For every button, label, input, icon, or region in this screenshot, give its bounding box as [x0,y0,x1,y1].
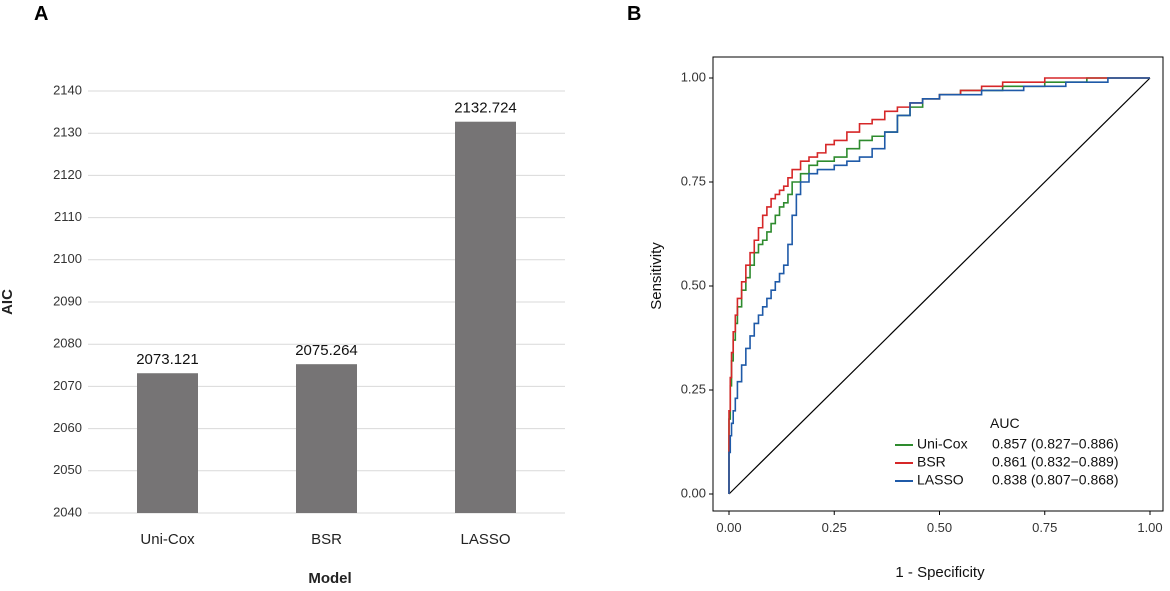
panel-b-y-tick-label: 0.25 [681,381,706,396]
panel-a-y-tick-label: 2120 [53,167,82,182]
panel-a-y-tick-label: 2100 [53,251,82,266]
panel-a-bar-value-label: 2073.121 [136,351,199,368]
panel-a-bar [455,121,516,514]
panel-a-y-tick-label: 2140 [53,82,82,97]
panel-b-x-axis-title: 1 - Specificity [895,564,985,581]
panel-b-x-ticks: 0.00 0.25 0.50 0.75 1.00 [716,511,1163,535]
panel-b-legend-auc: 0.861 (0.832−0.889) [992,454,1119,470]
panel-a-y-axis-title: AIC [0,289,16,315]
panel-b-y-tick-label: 0.00 [681,485,706,500]
panel-b-y-tick-label: 0.50 [681,277,706,292]
panel-a-category-label: LASSO [460,531,510,548]
panel-a-categories: Uni-Cox BSR LASSO [140,531,510,548]
panel-b-x-tick-label: 0.75 [1032,520,1057,535]
panel-a-y-ticks: 2040 2050 2060 2070 2080 2090 2100 2110 2120 2130… [53,82,82,519]
panel-b-roc-line-lasso [728,77,1150,494]
panel-b-y-axis-title: Sensitivity [648,242,665,310]
panel-b-x-tick-label: 0.25 [822,520,847,535]
panel-a-bar-chart: A 2040 2050 2060 2070 2080 2090 2100 2110 2120 21… [0,3,565,587]
panel-a-y-tick-label: 2060 [53,420,82,435]
panel-a-category-label: Uni-Cox [140,531,195,548]
panel-b-legend-name: BSR [917,454,946,470]
panel-b-y-tick-label: 1.00 [681,69,706,84]
panel-b-legend-items: Uni-Cox 0.857 (0.827−0.886) BSR 0.861 (0.83… [895,436,1119,488]
panel-a-bar-value-label: 2132.724 [454,100,517,117]
panel-a-value-labels: 2073.121 2075.264 2132.724 [136,100,517,369]
panel-b-x-tick-label: 0.00 [716,520,741,535]
panel-a-y-tick-label: 2130 [53,125,82,140]
panel-b-y-tick-label: 0.75 [681,173,706,188]
panel-b-label: B [627,3,641,25]
panel-a-bar-value-label: 2075.264 [295,342,358,359]
panel-a-category-label: BSR [311,531,342,548]
panel-a-bar [137,373,198,513]
panel-a-y-tick-label: 2040 [53,504,82,519]
panel-a-bar [296,364,357,513]
panel-b-plot-frame [712,56,1164,512]
panel-b-legend-title: AUC [990,415,1020,431]
panel-b-x-tick-label: 1.00 [1137,520,1162,535]
panel-a-y-tick-label: 2090 [53,293,82,308]
panel-a-y-tick-label: 2080 [53,336,82,351]
panel-b-legend-name: LASSO [917,472,964,488]
panel-a-x-axis-title: Model [308,570,351,587]
panel-b-roc-curves [728,77,1150,494]
panel-b-roc-chart: B 0.00 0.25 0.50 0.75 1.00 0.00 0.25 0.50 0.75 1… [627,3,1164,581]
panel-b-legend-auc: 0.857 (0.827−0.886) [992,436,1119,452]
panel-a-y-tick-label: 2110 [54,209,82,224]
panel-b-legend-name: Uni-Cox [917,436,968,452]
panel-a-y-tick-label: 2050 [53,462,82,477]
panel-b-reference-diagonal [728,77,1151,495]
panel-b-y-ticks: 0.00 0.25 0.50 0.75 1.00 [681,69,713,500]
panel-b-legend-auc: 0.838 (0.807−0.868) [992,472,1119,488]
panel-a-label: A [34,3,48,25]
panel-a-bars [137,121,516,514]
panel-a-y-tick-label: 2070 [53,378,82,393]
panel-b-legend: AUC Uni-Cox 0.857 (0.827−0.886) BSR 0.861 (… [895,415,1119,488]
panel-b-x-tick-label: 0.50 [927,520,952,535]
